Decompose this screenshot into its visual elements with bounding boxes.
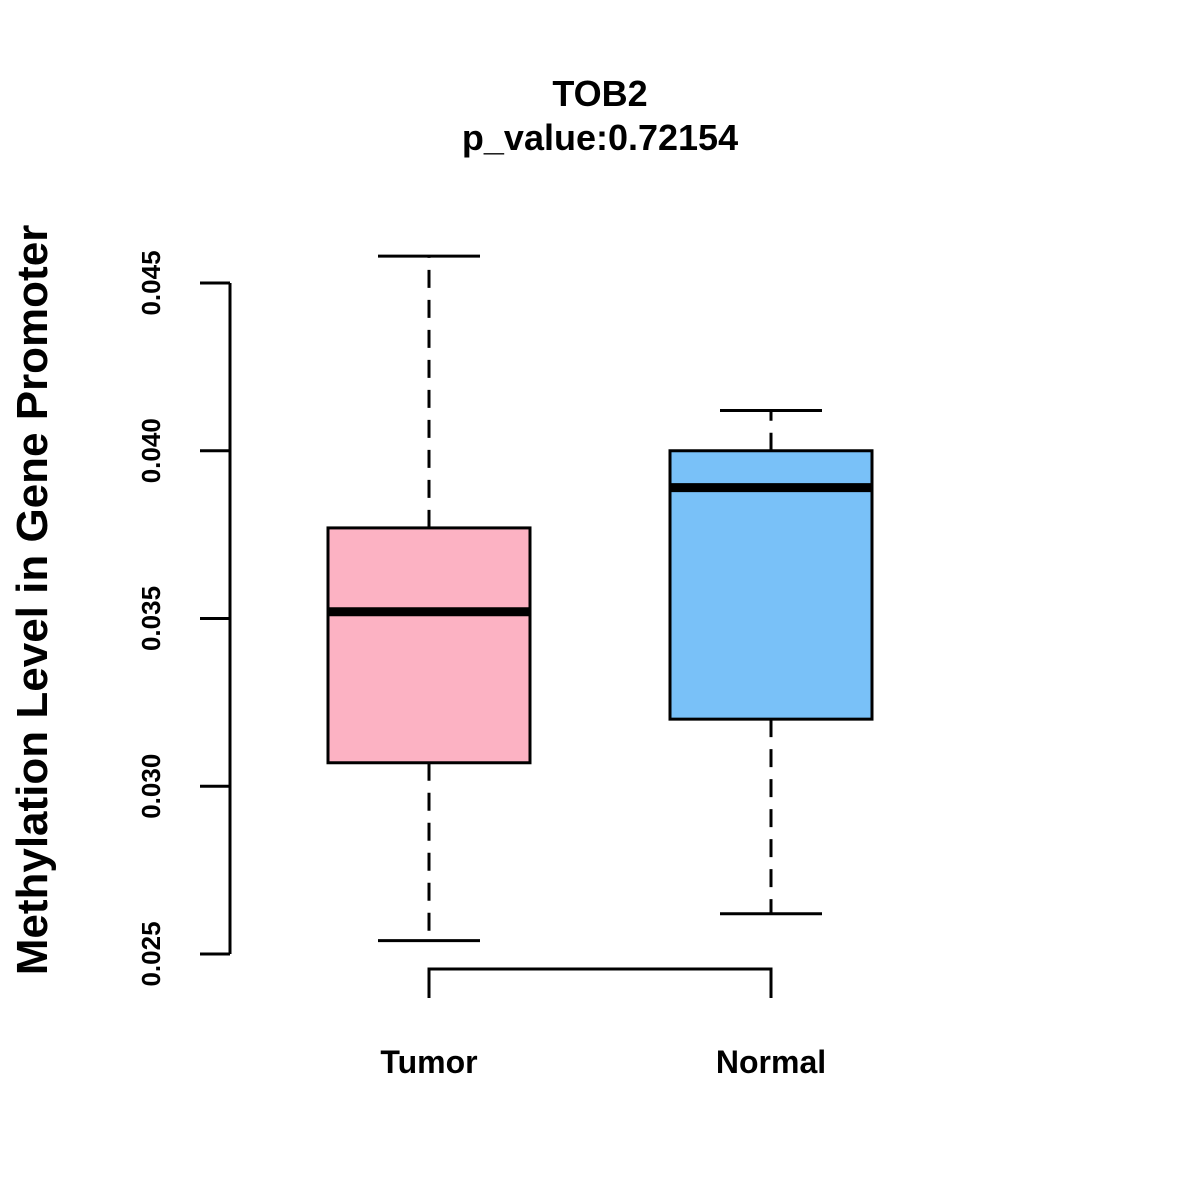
- box-body: [668, 449, 874, 721]
- y-tick-label: 0.045: [136, 250, 166, 315]
- y-tick-label: 0.040: [136, 418, 166, 483]
- chart-title: TOB2: [552, 73, 647, 114]
- y-tick-label: 0.030: [136, 754, 166, 819]
- significance-bracket: [427, 967, 773, 998]
- box-tumor: [326, 254, 532, 943]
- x-axis-category-labels: Tumor Normal: [380, 1044, 826, 1080]
- y-tick-label: 0.035: [136, 586, 166, 651]
- box-body: [326, 526, 532, 765]
- boxes-group: [326, 254, 874, 943]
- y-tick-label: 0.025: [136, 921, 166, 986]
- y-axis-label: Methylation Level in Gene Promoter: [8, 225, 57, 976]
- box-normal: [668, 408, 874, 916]
- y-axis: 0.025 0.030 0.035 0.040 0.045: [136, 250, 232, 987]
- x-category-label-normal: Normal: [716, 1044, 826, 1080]
- chart-subtitle: p_value:0.72154: [462, 117, 738, 158]
- bracket-line: [427, 967, 773, 998]
- x-category-label-tumor: Tumor: [380, 1044, 477, 1080]
